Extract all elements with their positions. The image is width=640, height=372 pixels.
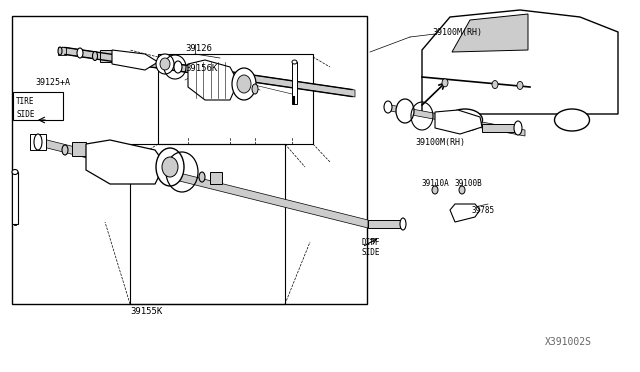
Bar: [482, 124, 517, 132]
Polygon shape: [86, 140, 165, 184]
Ellipse shape: [160, 58, 170, 70]
Ellipse shape: [156, 148, 184, 186]
Text: 39785: 39785: [472, 205, 495, 215]
Ellipse shape: [492, 81, 498, 89]
Text: 39126: 39126: [185, 44, 212, 52]
Bar: [30, 134, 46, 150]
Text: 39125+A: 39125+A: [35, 77, 70, 87]
Ellipse shape: [77, 48, 83, 58]
Bar: [130, 144, 285, 304]
Text: 39156K: 39156K: [185, 64, 217, 73]
Ellipse shape: [252, 84, 258, 94]
Ellipse shape: [93, 51, 97, 61]
Ellipse shape: [292, 60, 297, 64]
Ellipse shape: [514, 121, 522, 135]
Bar: [58, 47, 66, 55]
Text: 39100B: 39100B: [455, 179, 483, 187]
Ellipse shape: [174, 61, 182, 73]
Polygon shape: [422, 10, 618, 114]
Bar: [368, 220, 403, 228]
Bar: [100, 50, 112, 62]
Text: X391002S: X391002S: [545, 337, 592, 347]
Bar: [292, 62, 297, 104]
Polygon shape: [112, 50, 158, 70]
Ellipse shape: [156, 54, 174, 74]
Ellipse shape: [199, 172, 205, 182]
Ellipse shape: [34, 134, 42, 150]
Ellipse shape: [554, 109, 589, 131]
Ellipse shape: [232, 68, 256, 100]
Ellipse shape: [447, 109, 483, 131]
Text: SIDE: SIDE: [16, 109, 35, 119]
Text: 39100M(RH): 39100M(RH): [432, 28, 482, 36]
Polygon shape: [450, 204, 480, 222]
Ellipse shape: [459, 186, 465, 194]
Text: 39110A: 39110A: [422, 179, 450, 187]
Ellipse shape: [237, 75, 251, 93]
Text: DIFF: DIFF: [362, 237, 381, 247]
Ellipse shape: [400, 218, 406, 230]
Text: SIDE: SIDE: [362, 247, 381, 257]
Bar: [210, 172, 222, 184]
Text: TIRE: TIRE: [16, 96, 35, 106]
Text: 39155K: 39155K: [130, 308, 163, 317]
Bar: [12, 172, 18, 224]
Polygon shape: [188, 60, 238, 100]
Ellipse shape: [58, 47, 62, 55]
Polygon shape: [452, 14, 528, 52]
Polygon shape: [385, 104, 525, 136]
Ellipse shape: [62, 145, 68, 155]
Bar: [12, 16, 367, 304]
Bar: [72, 142, 86, 156]
Ellipse shape: [432, 186, 438, 194]
Polygon shape: [35, 137, 368, 228]
Ellipse shape: [517, 81, 523, 89]
Bar: [13, 92, 63, 120]
Ellipse shape: [384, 101, 392, 113]
Polygon shape: [435, 110, 482, 134]
Polygon shape: [62, 47, 355, 97]
Ellipse shape: [396, 99, 414, 123]
Bar: [158, 54, 313, 144]
Ellipse shape: [162, 157, 178, 177]
Text: 39100M(RH): 39100M(RH): [415, 138, 465, 147]
Ellipse shape: [442, 79, 448, 87]
Ellipse shape: [12, 170, 18, 174]
